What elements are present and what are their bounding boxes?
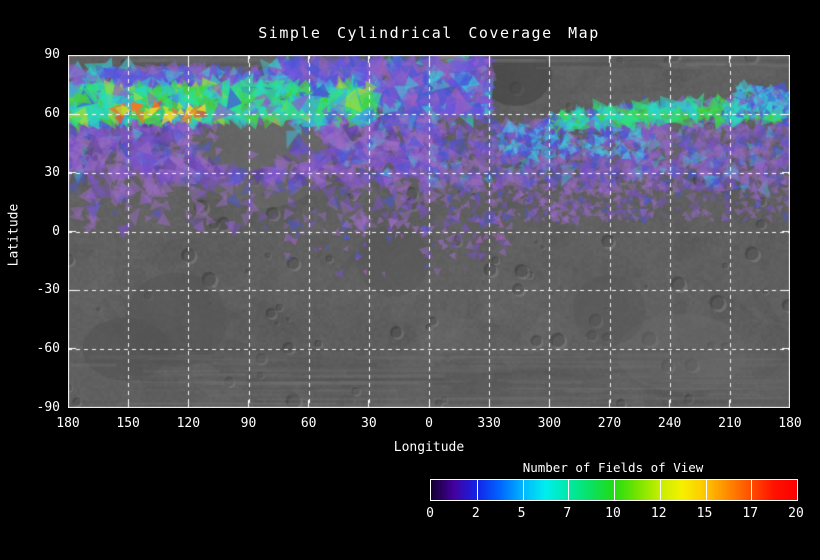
x-tick-label: 30 (361, 416, 377, 431)
x-tick-label: 210 (718, 416, 742, 431)
x-tick-label: 240 (657, 416, 682, 431)
y-tick-label: -60 (36, 341, 60, 357)
x-axis-label: Longitude (393, 440, 465, 455)
colorbar-divider (706, 480, 707, 500)
colorbar-tick-label: 17 (742, 506, 759, 521)
colorbar-divider (660, 480, 661, 500)
colorbar-tick-label: 12 (650, 506, 667, 521)
y-tick-label: 90 (44, 47, 60, 62)
chart-title: Simple Cylindrical Coverage Map (258, 24, 600, 42)
x-tick-label: 60 (300, 416, 317, 431)
colorbar-tick-label: 0 (426, 506, 434, 521)
colorbar-divider (751, 480, 752, 500)
y-tick-label: 30 (44, 164, 60, 180)
colorbar-tick-label: 15 (696, 506, 713, 521)
colorbar-divider (477, 480, 478, 500)
colorbar-title: Number of Fields of View (522, 460, 704, 475)
colorbar (430, 479, 798, 501)
x-tick-label: 300 (537, 416, 562, 431)
x-tick-label: 120 (176, 416, 201, 431)
x-tick-label: 90 (240, 416, 257, 431)
colorbar-divider (523, 480, 524, 500)
x-tick-label: 180 (778, 416, 802, 431)
x-tick-label: 0 (425, 416, 433, 431)
y-tick-label: -90 (36, 400, 60, 415)
x-tick-label: 330 (477, 416, 501, 431)
y-tick-label: 60 (44, 105, 60, 121)
colorbar-tick-label: 7 (563, 506, 572, 521)
x-tick-label: 180 (56, 416, 80, 431)
x-tick-label: 270 (597, 416, 622, 431)
colorbar-tick-label: 2 (471, 506, 480, 521)
colorbar-tick-label: 10 (605, 506, 621, 521)
x-tick-label: 150 (116, 416, 140, 431)
coverage-map-canvas (68, 55, 790, 408)
colorbar-divider (568, 480, 569, 500)
y-tick-label: -30 (36, 282, 60, 298)
colorbar-divider (614, 480, 615, 500)
colorbar-tick-label: 5 (517, 506, 526, 521)
y-tick-label: 0 (52, 223, 60, 239)
colorbar-tick-label: 20 (788, 506, 804, 521)
